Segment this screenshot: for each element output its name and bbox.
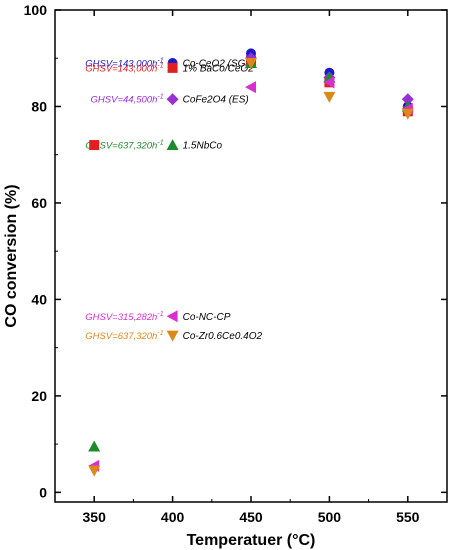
- data-point-series-5-2: [245, 58, 257, 70]
- data-point-series-5-1: [166, 330, 179, 342]
- data-point-series-3-1: [166, 139, 179, 151]
- x-tick-label: 550: [396, 509, 420, 525]
- x-tick-label: 350: [83, 509, 107, 525]
- y-axis-title: CO conversion (%): [3, 184, 20, 327]
- y-tick-label: 100: [24, 2, 48, 18]
- data-point-series-1-1: [167, 62, 178, 73]
- data-markers: [88, 48, 414, 477]
- y-axis-ticks: 0 20 40 60 80 100: [24, 2, 447, 500]
- legend-series-name: 1.5NbCo: [183, 141, 223, 152]
- legend-series-name: CoFe2O4 (ES): [183, 95, 249, 106]
- y-tick-label: 20: [31, 388, 47, 404]
- legend-ghsv-label: GHSV=44,500h-1: [91, 94, 164, 106]
- legend-ghsv-label: GHSV=315,282h-1: [85, 311, 163, 323]
- data-point-series-4-2: [245, 81, 256, 94]
- y-tick-label: 80: [31, 98, 47, 114]
- x-axis-title: Temperatuer (°C): [187, 532, 316, 549]
- legend-series-name: Co-Zr0.6Ce0.4O2: [183, 331, 263, 342]
- data-point-series-4-3: [323, 76, 335, 89]
- data-point-series-5-0: [88, 465, 101, 477]
- x-tick-label: 400: [161, 509, 185, 525]
- y-tick-label: 60: [31, 195, 47, 211]
- legend-series-name: Co-CeO2 (SG): [183, 59, 249, 70]
- legend-series-name: Co-NC-CP: [183, 312, 231, 323]
- x-tick-label: 450: [239, 509, 263, 525]
- data-point-series-2-0: [166, 93, 179, 106]
- data-point-series-5-3: [323, 91, 336, 103]
- legend-ghsv-label: GHSV=143,000h-1: [85, 62, 163, 74]
- y-tick-label: 40: [31, 291, 47, 307]
- legend-ghsv-label: GHSV=637,320h-1: [85, 330, 163, 342]
- legend-ghsv-label: GHSV=637,320h-1: [85, 140, 163, 152]
- data-point-series-2-3: [401, 93, 414, 106]
- legend: GHSV=143,000h-1 Co-CeO2 (SG) GHSV=143,000h…: [85, 58, 262, 343]
- x-axis-ticks: 350 400 450 500 550: [54, 10, 448, 525]
- x-tick-label: 500: [318, 509, 342, 525]
- legend-ghsv-label: GHSV=143,000h-1: [85, 58, 163, 70]
- data-point-series-3-0: [88, 440, 101, 452]
- plot-frame: [54, 9, 448, 503]
- plot-area-border: [54, 9, 448, 503]
- data-point-series-1-0: [89, 140, 100, 151]
- data-point-series-4-1: [166, 310, 178, 323]
- legend-series-name: 1% BaCo/CeO2: [183, 63, 255, 74]
- y-tick-label: 0: [39, 484, 47, 500]
- data-point-series-5-4: [401, 108, 414, 120]
